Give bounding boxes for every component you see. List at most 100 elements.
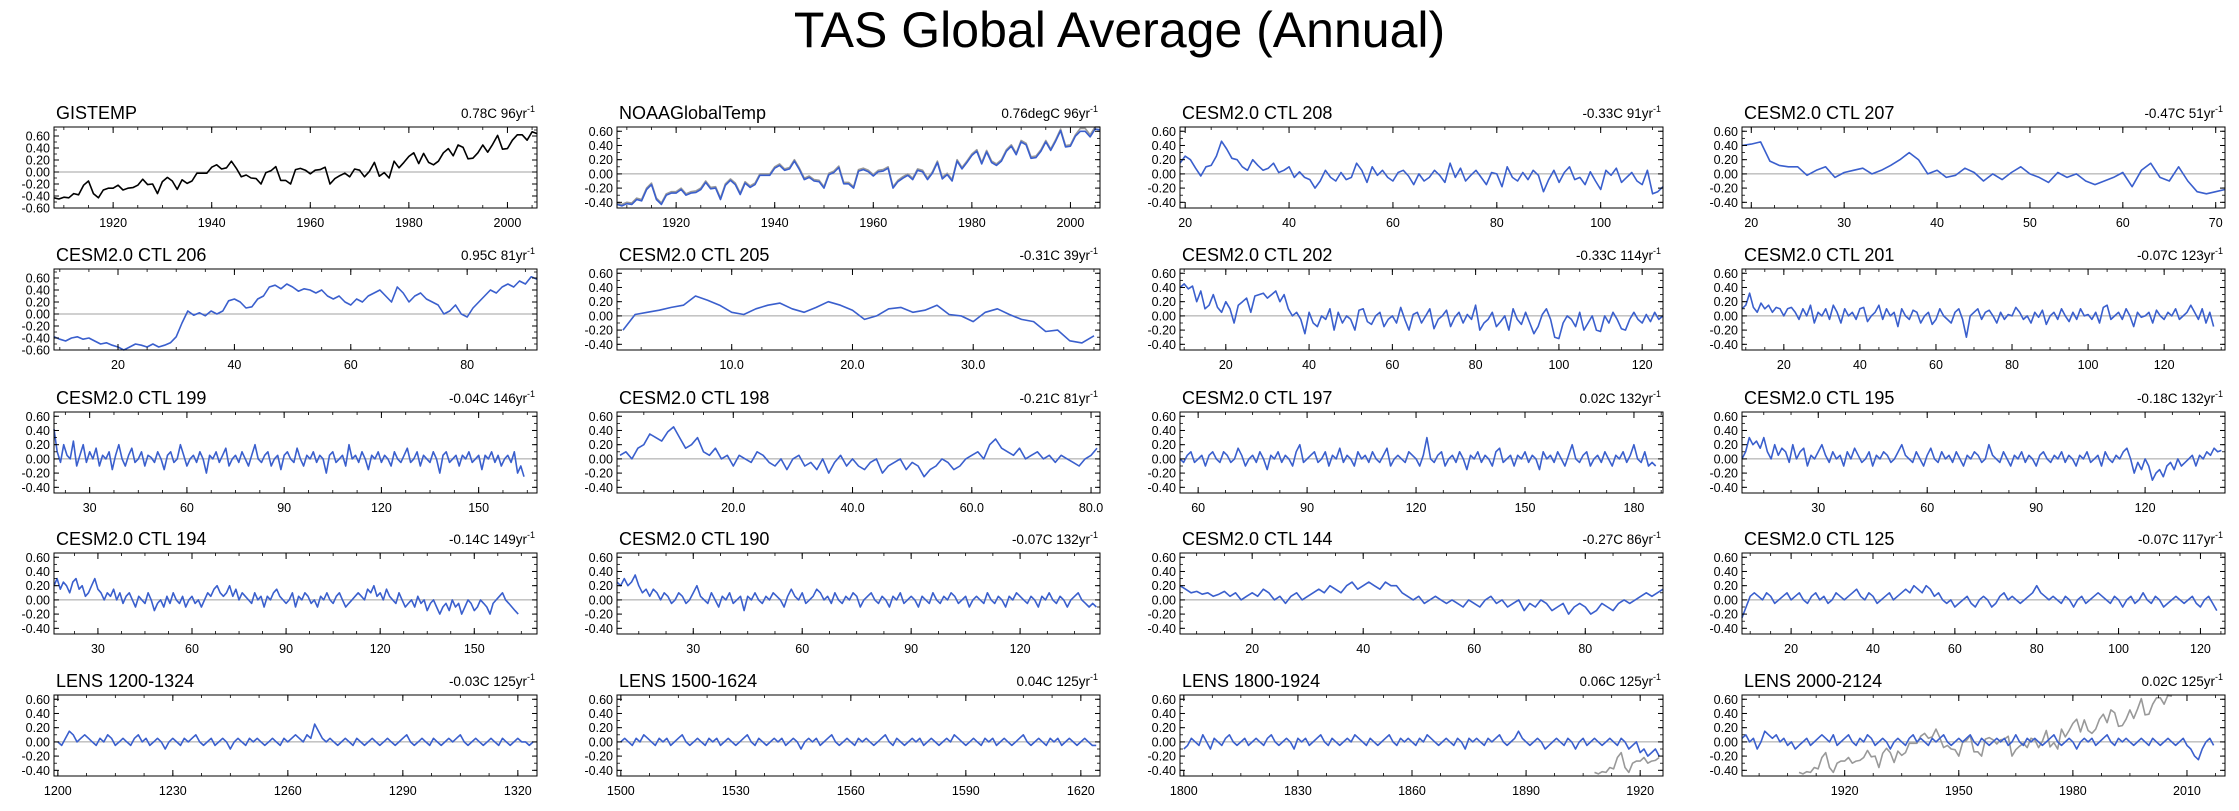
x-tick-label: 20 xyxy=(1178,216,1192,230)
x-tick-label: 80 xyxy=(2030,642,2044,656)
y-tick-label: 0.00 xyxy=(1152,735,1176,749)
y-tick-label: 0.20 xyxy=(1714,295,1738,309)
y-tick-label: 0.60 xyxy=(589,410,613,424)
x-tick-label: 180 xyxy=(1624,501,1645,515)
x-tick-label: 30 xyxy=(1837,216,1851,230)
y-tick-label: 0.60 xyxy=(1152,551,1176,565)
y-tick-label: 0.40 xyxy=(589,565,613,579)
x-tick-label: 1940 xyxy=(198,216,226,230)
x-tick-label: 80 xyxy=(1578,642,1592,656)
x-tick-label: 60 xyxy=(795,642,809,656)
y-tick-label: 0.60 xyxy=(1714,551,1738,565)
x-tick-label: 120 xyxy=(370,642,391,656)
y-tick-label: -0.60 xyxy=(22,202,51,216)
y-tick-label: 0.60 xyxy=(589,693,613,707)
y-tick-label: -0.20 xyxy=(1710,750,1739,764)
x-tick-label: 90 xyxy=(277,501,291,515)
x-tick-label: 1830 xyxy=(1284,784,1312,798)
series-line xyxy=(53,276,538,351)
x-tick-label: 40 xyxy=(227,358,241,372)
series-line xyxy=(619,426,1098,478)
x-tick-label: 150 xyxy=(1515,501,1536,515)
y-tick-label: 0.20 xyxy=(1152,153,1176,167)
panel-title: LENS 1500-1624 xyxy=(619,671,757,691)
y-tick-label: 0.20 xyxy=(1714,153,1738,167)
y-tick-label: 0.60 xyxy=(1152,410,1176,424)
y-tick-label: -0.20 xyxy=(1710,182,1739,196)
y-tick-label: 0.60 xyxy=(589,551,613,565)
y-tick-label: 0.40 xyxy=(1714,424,1738,438)
panel-trend-stat: -0.47C 51yr-1 xyxy=(2144,104,2223,121)
series-line xyxy=(57,723,534,750)
y-tick-label: 0.00 xyxy=(589,735,613,749)
plot-frame xyxy=(616,411,1101,494)
x-tick-label: 1560 xyxy=(837,784,865,798)
series-line xyxy=(1741,584,2218,618)
x-tick-label: 80 xyxy=(1469,358,1483,372)
x-tick-label: 30 xyxy=(686,642,700,656)
y-tick-label: -0.20 xyxy=(1148,182,1177,196)
panel-trend-stat: 0.02C 125yr-1 xyxy=(2141,672,2223,689)
panel-title: CESM2.0 CTL 205 xyxy=(619,245,769,265)
panel-title: CESM2.0 CTL 125 xyxy=(1744,529,1894,549)
x-tick-label: 1320 xyxy=(504,784,532,798)
y-tick-label: 0.40 xyxy=(589,424,613,438)
x-tick-label: 1290 xyxy=(389,784,417,798)
panel-title: CESM2.0 CTL 144 xyxy=(1182,529,1332,549)
y-tick-label: -0.20 xyxy=(1148,324,1177,338)
y-tick-label: 0.20 xyxy=(589,295,613,309)
y-tick-label: 0.40 xyxy=(1152,565,1176,579)
x-tick-label: 1960 xyxy=(859,216,887,230)
x-tick-label: 1980 xyxy=(395,216,423,230)
x-tick-label: 120 xyxy=(2190,642,2211,656)
y-tick-label: 0.40 xyxy=(589,139,613,153)
x-tick-label: 90 xyxy=(904,642,918,656)
y-tick-label: -0.40 xyxy=(22,622,51,636)
x-tick-label: 2010 xyxy=(2173,784,2201,798)
x-tick-label: 20.0 xyxy=(840,358,864,372)
x-tick-label: 70 xyxy=(2209,216,2223,230)
y-tick-label: 0.60 xyxy=(1714,267,1738,281)
panel-trend-stat: -0.27C 86yr-1 xyxy=(1582,530,1661,547)
x-tick-label: 30 xyxy=(1811,501,1825,515)
y-tick-label: 0.00 xyxy=(1714,309,1738,323)
plot-frame xyxy=(53,126,538,209)
series-line xyxy=(1179,581,1664,615)
x-tick-label: 90 xyxy=(279,642,293,656)
plot-frame xyxy=(53,552,538,635)
y-tick-label: 0.20 xyxy=(26,438,50,452)
x-tick-label: 1980 xyxy=(2059,784,2087,798)
y-tick-label: 0.20 xyxy=(1714,579,1738,593)
y-tick-label: -0.40 xyxy=(22,332,51,346)
y-tick-label: -0.20 xyxy=(1148,750,1177,764)
y-tick-label: -0.20 xyxy=(22,750,51,764)
y-tick-label: 0.60 xyxy=(589,125,613,139)
panel-trend-stat: -0.07C 132yr-1 xyxy=(1012,530,1098,547)
y-tick-label: -0.40 xyxy=(1710,764,1739,778)
panel-title: GISTEMP xyxy=(56,103,137,123)
series-line xyxy=(1741,292,2215,338)
y-tick-label: 0.00 xyxy=(1714,167,1738,181)
x-tick-label: 150 xyxy=(468,501,489,515)
y-tick-label: 0.00 xyxy=(1152,452,1176,466)
plot-frame xyxy=(616,694,1101,777)
panel-title: CESM2.0 CTL 208 xyxy=(1182,103,1332,123)
y-tick-label: -0.20 xyxy=(1148,608,1177,622)
panel-trend-stat: 0.95C 81yr-1 xyxy=(461,246,535,263)
x-tick-label: 60 xyxy=(2116,216,2130,230)
x-tick-label: 20 xyxy=(1777,358,1791,372)
y-tick-label: 0.60 xyxy=(1152,693,1176,707)
y-tick-label: 0.60 xyxy=(589,267,613,281)
panel-title: LENS 1200-1324 xyxy=(56,671,194,691)
y-tick-label: -0.20 xyxy=(585,182,614,196)
y-tick-label: -0.20 xyxy=(585,608,614,622)
y-tick-label: -0.20 xyxy=(1710,467,1739,481)
x-tick-label: 1200 xyxy=(44,784,72,798)
y-tick-label: 0.00 xyxy=(26,166,50,180)
